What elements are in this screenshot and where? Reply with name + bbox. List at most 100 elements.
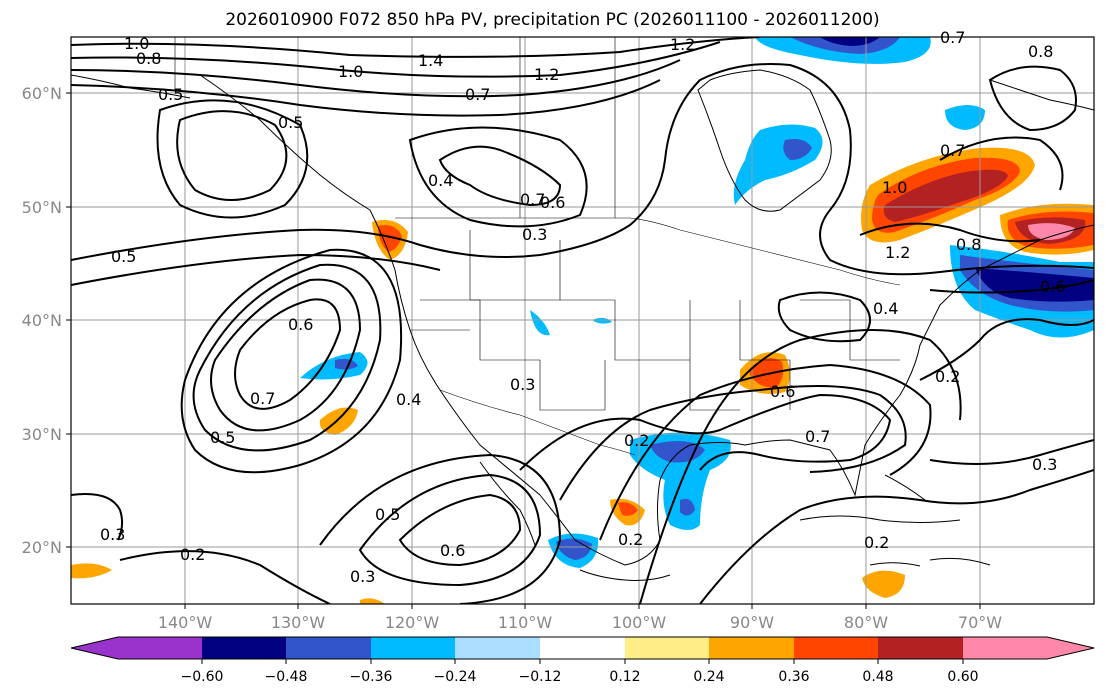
lat-tick-label: 40°N xyxy=(22,311,62,330)
colorbar-segment xyxy=(794,637,878,659)
precip-blob xyxy=(820,37,880,46)
colorbar-tick-label: 0.36 xyxy=(778,669,809,685)
lat-tick-label: 20°N xyxy=(22,538,62,557)
contour-label: 1.2 xyxy=(670,35,695,54)
colorbar-tick-label: −0.36 xyxy=(350,669,393,685)
colorbar-segment xyxy=(709,637,794,659)
lat-tick-label: 50°N xyxy=(22,198,62,217)
colorbar-segment xyxy=(963,637,1047,659)
pv-contours xyxy=(71,37,1094,604)
precip-blob xyxy=(680,498,695,516)
axis-ticks xyxy=(66,92,981,609)
colorbar-segment xyxy=(625,637,709,659)
colorbar-tick-label: −0.12 xyxy=(519,669,562,685)
lon-tick-label: 100°W xyxy=(612,613,667,632)
colorbar-tick-label: 0.24 xyxy=(693,669,724,685)
contour-label: 0.5 xyxy=(111,247,136,266)
contour-label: 0.2 xyxy=(864,533,889,552)
colorbar-tick-label: −0.24 xyxy=(434,669,477,685)
lon-tick-label: 120°W xyxy=(385,613,440,632)
contour-label: 0.4 xyxy=(428,171,453,190)
contour-label: 0.5 xyxy=(375,505,400,524)
contour-label: 1.0 xyxy=(338,62,363,81)
lon-tick-label: 70°W xyxy=(958,613,1002,632)
political-borders xyxy=(174,37,901,456)
contour-label: 1.0 xyxy=(882,178,907,197)
contour-label: 0.2 xyxy=(935,367,960,386)
contour-label: 0.7 xyxy=(805,427,830,446)
colorbar-segment xyxy=(71,637,118,659)
precip-blob xyxy=(360,598,385,604)
contour-label: 0.8 xyxy=(956,235,981,254)
colorbar-tick-label: −0.60 xyxy=(181,669,224,685)
figure-title: 2026010900 F072 850 hPa PV, precipitatio… xyxy=(225,10,880,30)
coastlines xyxy=(71,69,1094,581)
contour-label: 0.6 xyxy=(440,541,465,560)
contour-label: 0.3 xyxy=(100,525,125,544)
precip-blob xyxy=(883,169,1008,222)
contour-label: 0.6 xyxy=(540,193,565,212)
contour-label: 1.0 xyxy=(124,34,149,53)
precip-blob xyxy=(862,570,905,598)
contour-label: 1.4 xyxy=(418,51,443,70)
contour-label: 0.4 xyxy=(873,299,898,318)
colorbar-segment xyxy=(455,637,540,659)
contour-label: 0.4 xyxy=(396,390,421,409)
precip-blob xyxy=(556,538,592,560)
lat-tick-label: 60°N xyxy=(22,84,62,103)
colorbar: −0.60 −0.48 −0.36 −0.24 −0.12 0.12 0.24 … xyxy=(70,636,1095,685)
contour-label: 1.2 xyxy=(534,65,559,84)
contour-labels: 1.0 0.8 1.0 1.4 1.2 1.2 0.7 0.5 0.5 0.4 … xyxy=(100,28,1065,586)
colorbar-segment xyxy=(202,637,286,659)
contour-label: 0.5 xyxy=(158,85,183,104)
colorbar-segment xyxy=(286,637,371,659)
lon-tick-label: 110°W xyxy=(498,613,553,632)
lon-tick-label: 90°W xyxy=(730,613,774,632)
contour-label: 0.7 xyxy=(940,28,965,47)
precip-fields xyxy=(71,37,1094,604)
contour-label: 0.7 xyxy=(520,190,545,209)
contour-label: 0.5 xyxy=(210,428,235,447)
contour-label: 0.7 xyxy=(940,141,965,160)
colorbar-tick-label: 0.48 xyxy=(862,669,893,685)
contour-label: 0.3 xyxy=(350,567,375,586)
colorbar-segment xyxy=(1047,637,1094,659)
contour-label: 0.6 xyxy=(770,382,795,401)
precip-blob xyxy=(618,502,638,516)
contour-label: 0.6 xyxy=(288,315,313,334)
colorbar-segment xyxy=(371,637,455,659)
contour-label: 0.8 xyxy=(1028,42,1053,61)
precip-blob xyxy=(335,358,358,370)
contour-label: 0.2 xyxy=(180,545,205,564)
colorbar-segment xyxy=(878,637,963,659)
lat-tick-label: 30°N xyxy=(22,425,62,444)
colorbar-segment xyxy=(118,637,202,659)
lat-tick-labels: 60°N 50°N 40°N 30°N 20°N xyxy=(22,84,62,557)
contour-label: 1.2 xyxy=(885,243,910,262)
precip-blob xyxy=(71,563,112,579)
lon-tick-label: 140°W xyxy=(158,613,213,632)
precip-blob xyxy=(592,317,612,324)
contour-label: 0.3 xyxy=(1032,455,1057,474)
precip-blob xyxy=(378,225,402,252)
contour-label: 0.8 xyxy=(136,49,161,68)
precip-blob xyxy=(945,105,985,130)
contour-label: 0.7 xyxy=(250,389,275,408)
colorbar-tick-label: 0.60 xyxy=(947,669,978,685)
precip-blob xyxy=(975,268,1094,302)
precip-blob xyxy=(530,310,550,336)
colorbar-tick-label: −0.48 xyxy=(265,669,308,685)
colorbar-segment xyxy=(540,637,625,659)
lon-tick-label: 80°W xyxy=(844,613,888,632)
colorbar-tick-label: 0.12 xyxy=(609,669,640,685)
contour-label: 0.5 xyxy=(278,113,303,132)
lon-tick-label: 130°W xyxy=(271,613,326,632)
contour-label: 0.7 xyxy=(465,85,490,104)
lon-tick-labels: 140°W 130°W 120°W 110°W 100°W 90°W 80°W … xyxy=(158,613,1002,632)
contour-label: 0.3 xyxy=(510,375,535,394)
contour-label: 0.3 xyxy=(522,225,547,244)
precip-blob xyxy=(1028,223,1075,240)
contour-label: 0.2 xyxy=(624,431,649,450)
contour-label: 0.2 xyxy=(618,530,643,549)
